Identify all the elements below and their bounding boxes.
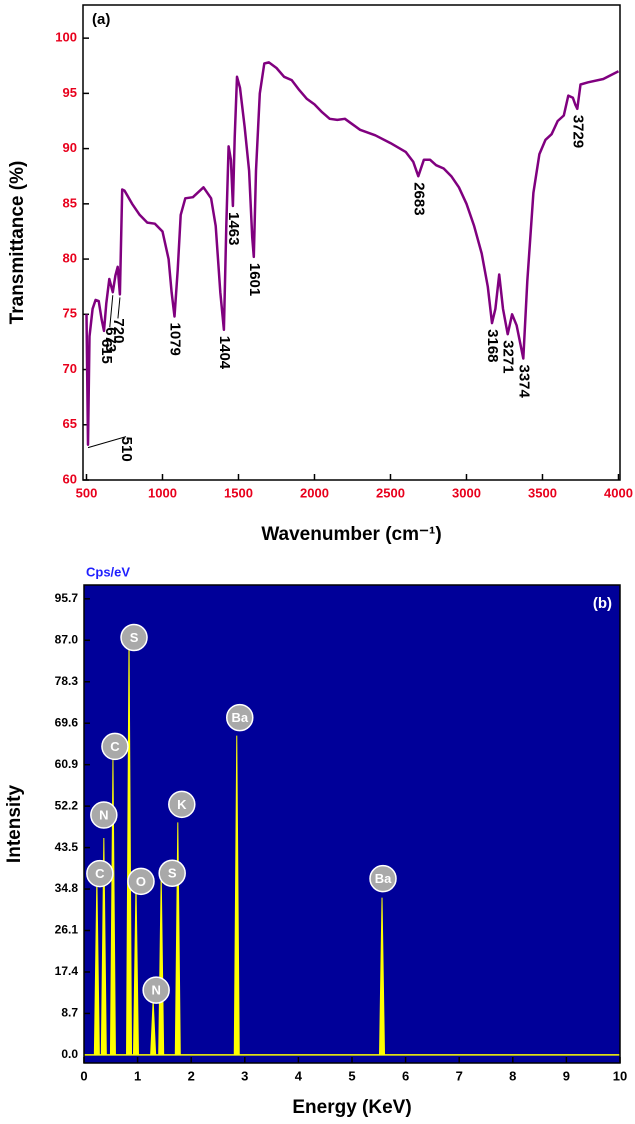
leader-line — [117, 297, 121, 319]
peak — [100, 838, 107, 1056]
x-tick-label: 4000 — [604, 485, 633, 500]
peak — [174, 822, 181, 1056]
y-tick-label: 26.1 — [55, 923, 79, 937]
leader-line — [109, 295, 114, 328]
x-tick-label: 500 — [76, 485, 98, 500]
x-axis-title: Wavenumber (cm⁻¹) — [261, 524, 441, 545]
peak-label: 3168 — [484, 329, 501, 362]
peak-label: 720 — [110, 318, 127, 343]
y-tick-label: 90 — [63, 140, 77, 155]
y-tick-label: 75 — [63, 306, 77, 321]
x-tick-label: 1 — [134, 1068, 141, 1083]
y-tick-label: 0.0 — [61, 1047, 78, 1061]
element-label: S — [130, 630, 139, 645]
peak — [379, 897, 386, 1056]
x-tick-label: 3 — [241, 1068, 248, 1083]
element-bubble — [120, 623, 148, 652]
x-tick-label: 1000 — [148, 485, 177, 500]
y-axis-title: Intensity — [4, 785, 25, 864]
x-tick-label: 8 — [509, 1068, 516, 1083]
element-bubble — [369, 864, 397, 893]
element-bubble — [90, 801, 118, 829]
y-tick-label: 78.3 — [55, 674, 79, 688]
plot-frame — [83, 584, 621, 1064]
element-bubble — [168, 790, 196, 819]
plot-frame — [82, 4, 621, 481]
x-tick-label: 2500 — [376, 485, 405, 500]
x-tick-label: 0 — [80, 1068, 87, 1083]
element-label: C — [110, 739, 120, 754]
x-tick-label: 6 — [402, 1068, 409, 1083]
y-tick-label: 87.0 — [55, 632, 79, 646]
x-tick-label: 5 — [348, 1068, 355, 1083]
peak — [158, 875, 165, 1056]
y-tick-label: 65 — [63, 416, 77, 431]
peak — [150, 1000, 157, 1056]
peak-label: 1601 — [246, 263, 263, 296]
y-tick-label: 100 — [55, 30, 77, 45]
y-tick-label: 52.2 — [55, 798, 79, 812]
element-bubble — [158, 859, 186, 887]
element-bubble — [226, 703, 254, 732]
x-tick-label: 2 — [188, 1068, 195, 1083]
peak-label: 2683 — [410, 182, 427, 215]
x-tick-label: 2000 — [300, 485, 329, 500]
y-tick-label: 34.8 — [55, 881, 79, 895]
peak-label: 1463 — [225, 212, 242, 245]
element-bubble — [142, 976, 170, 1004]
element-label: O — [136, 874, 146, 889]
plot-background — [84, 585, 620, 1063]
y-tick-label: 60.9 — [55, 757, 79, 771]
peak-label: 510 — [118, 437, 135, 462]
x-tick-label: 3000 — [452, 485, 481, 500]
y-tick-label: 70 — [63, 361, 77, 376]
element-label: Ba — [375, 871, 392, 886]
y-tick-label: 8.7 — [61, 1006, 78, 1020]
y-tick-label: 80 — [63, 251, 77, 266]
peak — [126, 635, 133, 1056]
x-tick-label: 4 — [295, 1068, 303, 1083]
x-tick-label: 3500 — [528, 485, 557, 500]
x-axis-title: Energy (KeV) — [292, 1097, 411, 1118]
peak-label: 673 — [102, 327, 119, 352]
peak — [109, 759, 116, 1056]
spectrum-line — [85, 61, 620, 446]
y-axis-title: Transmittance (%) — [7, 161, 28, 325]
x-tick-label: 9 — [563, 1068, 570, 1083]
unit-label: Cps/eV — [86, 564, 130, 579]
peak — [132, 883, 139, 1056]
y-tick-label: 43.5 — [55, 840, 79, 854]
peak-label: 3271 — [500, 340, 517, 373]
panel-title: (b) — [593, 595, 612, 612]
peak-label: 3729 — [569, 115, 586, 148]
peak-label: 615 — [98, 339, 115, 364]
element-label: C — [95, 866, 105, 881]
peak-label: 3374 — [515, 364, 532, 398]
peak-label: 1079 — [167, 323, 184, 356]
element-label: Ba — [231, 710, 248, 725]
x-tick-label: 1500 — [224, 485, 253, 500]
y-tick-label: 85 — [63, 195, 77, 210]
y-tick-label: 60 — [63, 471, 77, 486]
y-tick-label: 17.4 — [55, 964, 79, 978]
element-label: N — [99, 807, 108, 822]
element-label: K — [177, 797, 187, 812]
peak-label: 1404 — [216, 336, 233, 370]
y-tick-label: 95 — [63, 85, 77, 100]
element-bubble — [127, 867, 155, 896]
panel-title: (a) — [92, 11, 110, 28]
element-bubble — [101, 732, 129, 761]
element-bubble — [86, 859, 114, 888]
leader-line — [87, 436, 127, 449]
element-label: S — [168, 866, 177, 881]
x-tick-label: 7 — [456, 1068, 463, 1083]
x-tick-label: 10 — [613, 1068, 627, 1083]
y-tick-label: 69.6 — [55, 715, 79, 729]
y-tick-label: 95.7 — [55, 591, 79, 605]
peak — [233, 735, 240, 1056]
peak — [93, 878, 100, 1056]
element-label: N — [151, 983, 160, 998]
